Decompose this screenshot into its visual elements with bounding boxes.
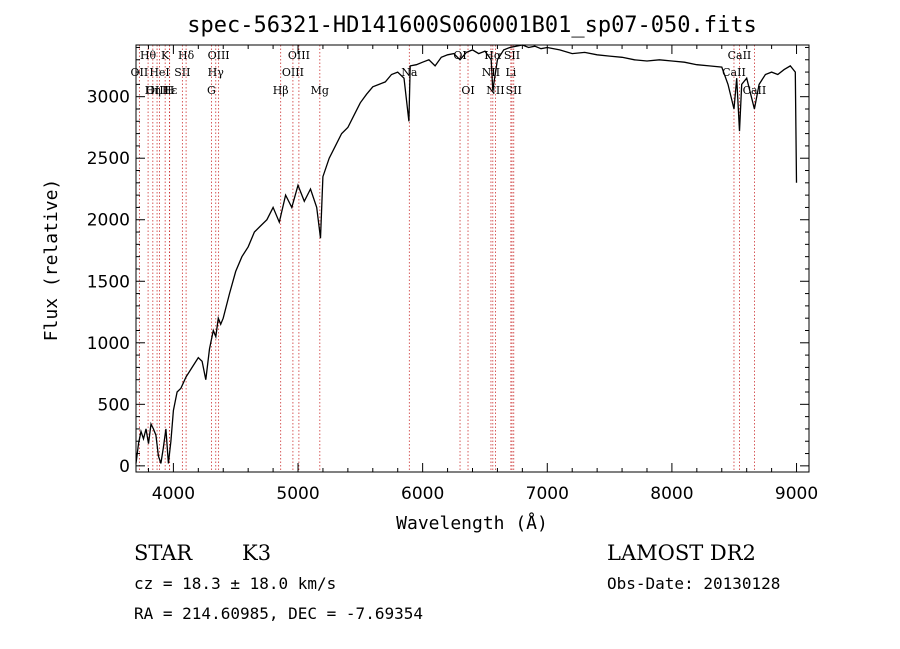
marker-label: Li xyxy=(505,66,516,79)
y-tick-label: 500 xyxy=(98,395,130,415)
x-tick-label: 8000 xyxy=(650,484,693,504)
marker-label: Hα xyxy=(484,49,502,62)
marker-label: K xyxy=(161,49,170,62)
y-tick-label: 2000 xyxy=(87,211,130,231)
marker-label: Mg xyxy=(311,84,329,97)
marker-label: NII xyxy=(486,84,504,97)
x-tick-label: 7000 xyxy=(526,484,569,504)
marker-label: OI xyxy=(453,49,466,62)
object-subclass: K3 xyxy=(242,541,271,565)
redshift-text: cz = 18.3 ± 18.0 km/s xyxy=(134,574,336,593)
spectral-line-markers xyxy=(138,45,755,472)
x-tick-label: 9000 xyxy=(775,484,818,504)
marker-label: Hη xyxy=(145,84,161,97)
y-tick-label: 0 xyxy=(119,457,130,477)
y-tick-label: 2500 xyxy=(87,149,130,169)
marker-label: OIII xyxy=(146,84,168,97)
marker-label: SII xyxy=(504,49,520,62)
y-tick-label: 3000 xyxy=(87,88,130,108)
y-tick-label: 1500 xyxy=(87,272,130,292)
marker-label: SII xyxy=(174,66,190,79)
marker-label: CaII xyxy=(722,66,746,79)
marker-label: Hδ xyxy=(178,49,195,62)
marker-label: OI xyxy=(461,84,474,97)
spectral-line-labels: HθOIIOIIIKHeIHεHHηHδSIIOIIIHγGOIIIOIIIHβ… xyxy=(131,49,767,97)
marker-label: OIII xyxy=(282,66,304,79)
plot-frame xyxy=(135,44,810,473)
y-tick-label: 1000 xyxy=(87,334,130,354)
y-axis-label: Flux (relative) xyxy=(41,179,62,342)
y-axis: 0 500 1000 1500 2000 2500 3000 xyxy=(87,46,809,477)
obs-date-text: Obs-Date: 20130128 xyxy=(607,574,780,593)
spectrum-line xyxy=(135,44,798,464)
chart-title: spec-56321-HD141600S060001B01_sp07-050.f… xyxy=(187,13,757,38)
coords-text: RA = 214.60985, DEC = -7.69354 xyxy=(134,604,423,623)
marker-label: Hγ xyxy=(208,66,225,79)
marker-label: SII xyxy=(506,84,522,97)
marker-label: OIII xyxy=(288,49,310,62)
marker-label: HeI xyxy=(149,66,169,79)
object-class: STAR xyxy=(134,541,193,565)
x-tick-label: 4000 xyxy=(152,484,195,504)
x-axis: 4000 5000 6000 7000 8000 9000 xyxy=(147,45,818,504)
survey-name: LAMOST DR2 xyxy=(607,541,756,565)
marker-label: Hθ xyxy=(140,49,157,62)
marker-label: CaII xyxy=(728,49,752,62)
marker-label: CaII xyxy=(743,84,767,97)
marker-label: G xyxy=(207,84,216,97)
marker-label: OIII xyxy=(208,49,230,62)
marker-label: H xyxy=(165,84,175,97)
marker-label: NII xyxy=(482,66,500,79)
x-tick-label: 6000 xyxy=(401,484,444,504)
x-axis-label: Wavelength (Å) xyxy=(396,512,548,534)
marker-label: Hβ xyxy=(273,84,289,97)
marker-label: Hε xyxy=(162,84,178,97)
x-tick-label: 5000 xyxy=(276,484,319,504)
